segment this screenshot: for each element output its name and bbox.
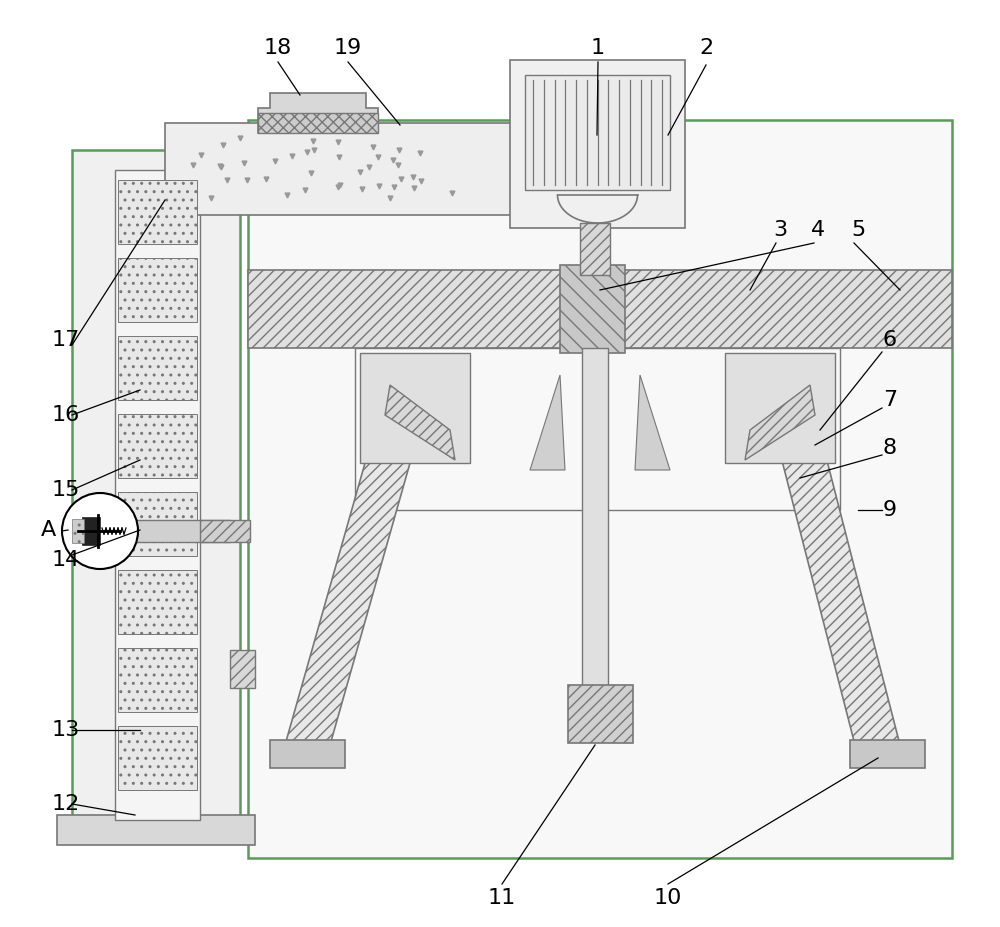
Bar	[355, 348, 840, 510]
Bar	[57, 815, 255, 845]
Text: 19: 19	[334, 38, 362, 58]
Text: 7: 7	[883, 390, 897, 410]
Text: 14: 14	[52, 550, 80, 570]
Bar	[568, 685, 633, 743]
Text: 10: 10	[654, 888, 682, 908]
Bar	[118, 570, 197, 634]
Text: A: A	[40, 520, 56, 540]
Text: 18: 18	[264, 38, 292, 58]
Bar	[118, 726, 197, 790]
Polygon shape	[258, 93, 378, 133]
Bar	[360, 353, 470, 463]
Bar	[72, 150, 240, 840]
Bar	[258, 113, 378, 133]
Polygon shape	[745, 385, 815, 460]
Text: 11: 11	[488, 888, 516, 908]
Text: 13: 13	[52, 720, 80, 740]
Bar	[118, 336, 197, 400]
Bar	[248, 270, 952, 348]
Bar	[72, 519, 84, 543]
Polygon shape	[530, 375, 565, 470]
Polygon shape	[285, 375, 435, 745]
Text: 1: 1	[591, 38, 605, 58]
Bar	[118, 492, 197, 556]
Bar	[165, 123, 540, 215]
Text: 5: 5	[851, 220, 865, 240]
Text: 8: 8	[883, 438, 897, 458]
Text: 12: 12	[52, 794, 80, 814]
Bar	[115, 170, 200, 820]
Text: 2: 2	[699, 38, 713, 58]
Bar	[82, 517, 100, 545]
Text: 17: 17	[52, 330, 80, 350]
Text: 3: 3	[773, 220, 787, 240]
Bar	[85, 520, 230, 542]
Polygon shape	[635, 375, 670, 470]
Text: 6: 6	[883, 330, 897, 350]
Bar	[118, 258, 197, 322]
Polygon shape	[760, 375, 900, 745]
Bar	[525, 75, 670, 190]
Bar	[582, 348, 608, 688]
Polygon shape	[385, 385, 455, 460]
Bar	[580, 223, 610, 275]
Bar	[725, 353, 835, 463]
Bar	[270, 740, 345, 768]
Text: 16: 16	[52, 405, 80, 425]
Bar	[248, 120, 952, 858]
Bar	[200, 520, 250, 542]
Text: 4: 4	[811, 220, 825, 240]
Text: 9: 9	[883, 500, 897, 520]
Bar	[510, 60, 685, 228]
Bar	[118, 648, 197, 712]
Circle shape	[62, 493, 138, 569]
Bar	[118, 414, 197, 478]
Text: 15: 15	[52, 480, 80, 500]
Bar	[850, 740, 925, 768]
Bar	[560, 265, 625, 353]
Bar	[118, 180, 197, 244]
Bar	[230, 650, 255, 688]
